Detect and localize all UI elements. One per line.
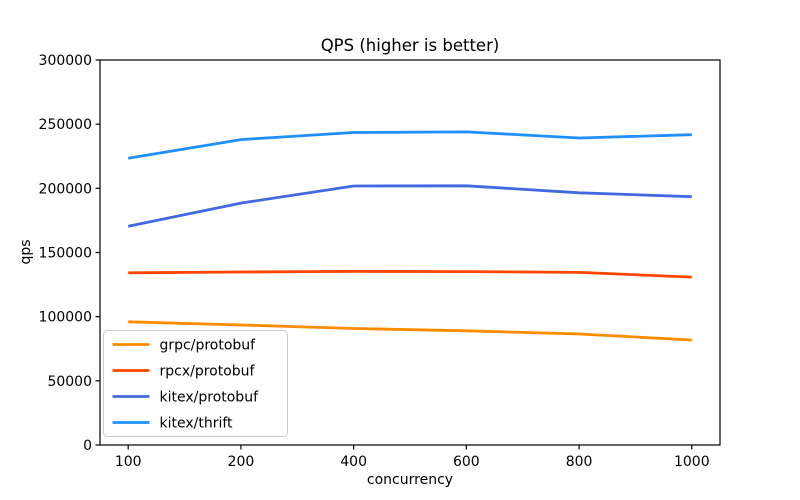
y-tick-label: 300000 [39, 53, 92, 69]
x-tick-label: 200 [228, 454, 255, 470]
y-tick-label: 50000 [47, 374, 92, 390]
legend-label: kitex/protobuf [160, 390, 260, 406]
series-line-kitex-thrift [127, 130, 692, 160]
y-axis-label: qps [18, 239, 34, 264]
y-tick-label: 150000 [39, 246, 92, 262]
x-tick-label: 400 [340, 454, 367, 470]
legend-label: rpcx/protobuf [160, 364, 256, 380]
x-tick-label: 100 [115, 454, 142, 470]
series-line-grpc-protobuf [128, 320, 692, 342]
x-tick-label: 1000 [674, 454, 710, 470]
series-line-rpcx-protobuf [128, 269, 692, 279]
y-tick-label: 0 [83, 438, 92, 454]
y-tick-label: 100000 [39, 310, 92, 326]
series-line-kitex-protobuf [127, 184, 692, 228]
legend: grpc/protobuf rpcx/protobuf kitex/protobuf… [103, 330, 288, 437]
chart-title: QPS (higher is better) [321, 36, 500, 55]
legend-box [103, 330, 288, 437]
y-tick-label: 250000 [39, 117, 92, 133]
plot-area: 0 50000 100000 150000 200000 250000 300000 100 2… [39, 53, 721, 470]
x-tick-label: 800 [566, 454, 593, 470]
x-tick-label: 600 [453, 454, 480, 470]
x-axis-label: concurrency [367, 472, 453, 488]
legend-label: grpc/protobuf [160, 338, 257, 354]
legend-label: kitex/thrift [160, 416, 234, 432]
y-tick-label: 200000 [39, 181, 92, 197]
